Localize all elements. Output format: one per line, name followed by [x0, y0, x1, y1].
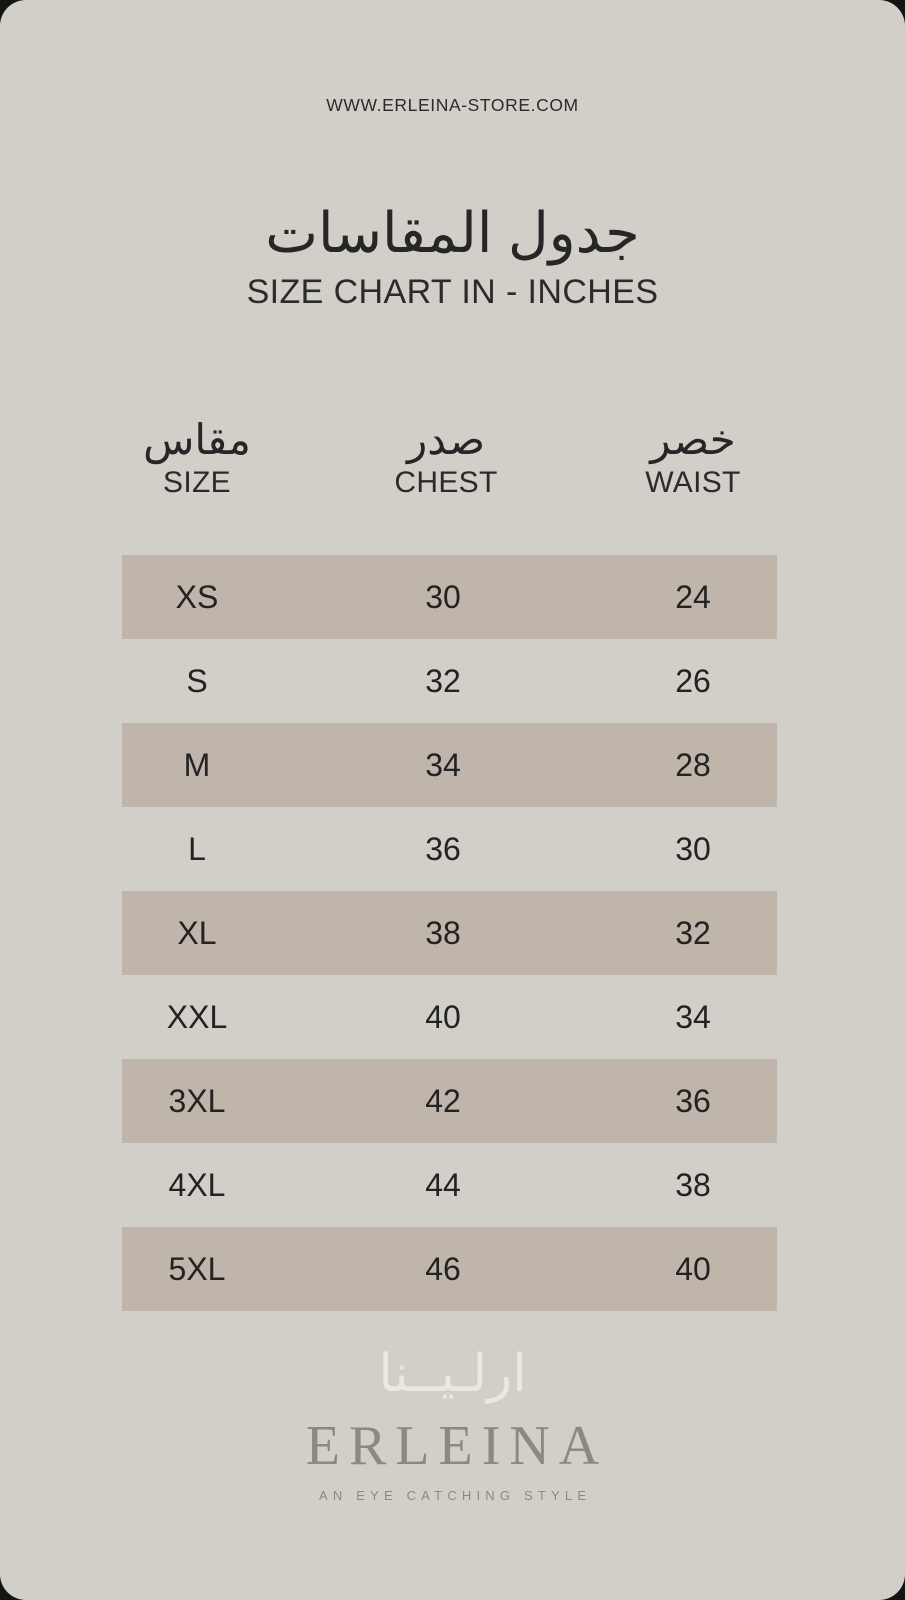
- table-row: XL 38 32: [0, 891, 905, 975]
- column-header-chest-english: CHEST: [394, 465, 498, 499]
- row-band: [122, 723, 777, 807]
- size-cell: XXL: [166, 999, 228, 1035]
- size-cell: 5XL: [168, 1251, 226, 1287]
- waist-cell: 24: [675, 579, 711, 615]
- waist-cell: 40: [675, 1251, 711, 1287]
- row-band: [122, 555, 777, 639]
- column-header-size-arabic: مقاس: [143, 416, 251, 463]
- column-header-size-english: SIZE: [163, 465, 231, 499]
- table-row: XXL 40 34: [0, 975, 905, 1059]
- table-body: XS 30 24 S 32 26 M 34 28 L 36 30 XL 38 32 XXL 40 34 3XL 42 3…: [0, 555, 905, 1311]
- table-row: M 34 28: [0, 723, 905, 807]
- chest-cell: 42: [425, 1083, 461, 1119]
- column-header-waist: خصر WAIST: [645, 415, 740, 501]
- page-title-arabic: جدول المقاسات: [265, 201, 640, 264]
- chest-cell: 32: [425, 663, 461, 699]
- size-cell: 4XL: [168, 1167, 226, 1203]
- waist-cell: 38: [675, 1167, 711, 1203]
- size-cell: S: [186, 663, 208, 699]
- column-header-waist-arabic: خصر: [650, 416, 736, 463]
- chest-cell: 44: [425, 1167, 461, 1203]
- title-block: جدول المقاسات SIZE CHART IN - INCHES: [0, 200, 905, 313]
- brand-logo-english: ERLEINA: [305, 1415, 609, 1477]
- row-band: [122, 1227, 777, 1311]
- column-header-chest: صدر CHEST: [394, 415, 497, 501]
- chest-cell: 46: [425, 1251, 461, 1287]
- table-row: 3XL 42 36: [0, 1059, 905, 1143]
- table-row: XS 30 24: [0, 555, 905, 639]
- table-row: 4XL 44 38: [0, 1143, 905, 1227]
- page-title-english: SIZE CHART IN - INCHES: [246, 273, 659, 312]
- waist-cell: 36: [675, 1083, 711, 1119]
- size-table: مقاس SIZE صدر CHEST خصر WAIST XS 30 24 S 32 2…: [0, 415, 905, 1311]
- chest-cell: 40: [425, 999, 461, 1035]
- table-row: S 32 26: [0, 639, 905, 723]
- size-cell: XS: [175, 579, 219, 615]
- size-cell: XL: [177, 915, 217, 951]
- brand-footer: ارلـيــنا ERLEINA AN EYE CATCHING STYLE: [0, 1348, 905, 1503]
- column-header-chest-arabic: صدر: [407, 416, 485, 463]
- chest-cell: 36: [425, 831, 461, 867]
- size-cell: L: [188, 831, 206, 867]
- waist-cell: 34: [675, 999, 711, 1035]
- row-band: [122, 1059, 777, 1143]
- chest-cell: 30: [425, 579, 461, 615]
- brand-logo-arabic: ارلـيــنا: [378, 1345, 527, 1403]
- waist-cell: 32: [675, 915, 711, 951]
- waist-cell: 26: [675, 663, 711, 699]
- size-cell: M: [183, 747, 211, 783]
- waist-cell: 30: [675, 831, 711, 867]
- column-header-size: مقاس SIZE: [143, 415, 251, 501]
- waist-cell: 28: [675, 747, 711, 783]
- row-band: [122, 891, 777, 975]
- chest-cell: 34: [425, 747, 461, 783]
- table-row: L 36 30: [0, 807, 905, 891]
- table-header-row: مقاس SIZE صدر CHEST خصر WAIST: [0, 415, 905, 555]
- brand-tagline: AN EYE CATCHING STYLE: [318, 1488, 592, 1503]
- table-row: 5XL 46 40: [0, 1227, 905, 1311]
- chest-cell: 38: [425, 915, 461, 951]
- size-cell: 3XL: [168, 1083, 226, 1119]
- column-header-waist-english: WAIST: [645, 465, 741, 499]
- site-url: WWW.ERLEINA-STORE.COM: [326, 95, 579, 115]
